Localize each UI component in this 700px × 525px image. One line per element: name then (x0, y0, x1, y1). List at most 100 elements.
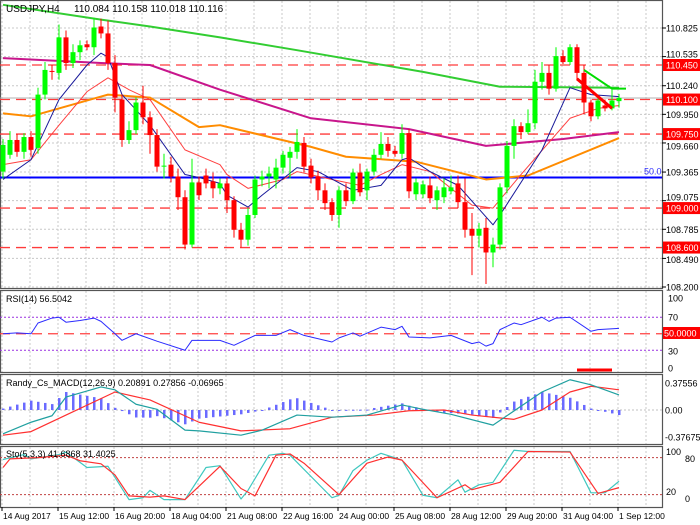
candle-body (182, 197, 188, 245)
candle-body (315, 176, 321, 191)
macd-histogram-bar (478, 410, 481, 416)
candle-body (161, 165, 167, 167)
price-tick-label: 109.950 (666, 110, 699, 120)
level-price-label: 110.100 (666, 95, 698, 105)
axes: 110.825 110.535 110.240 109.950 109.660 109.3… (1, 24, 700, 521)
macd-histogram-bar (548, 393, 551, 410)
macd-histogram-bar (149, 410, 152, 418)
macd-histogram-bar (142, 410, 145, 418)
macd-histogram-bar (527, 396, 530, 410)
candle-body (42, 69, 48, 95)
candle-body (77, 45, 83, 53)
candle-body (448, 187, 454, 192)
price-panel[interactable]: 50.0 (0, 3, 662, 285)
macd-histogram-bar (415, 407, 418, 410)
price-tick-label: 108.200 (666, 283, 699, 293)
macd-panel[interactable]: Randy_Cs_MACD(12,26,9) 0.20891 0.27856 -… (0, 378, 662, 436)
candle-body (168, 164, 174, 177)
candle-body (378, 143, 384, 155)
candle-body (98, 26, 104, 34)
macd-histogram-bar (23, 402, 26, 410)
stochastic-panel[interactable]: Sto(5,3,3) 41.6868 31.4025 (0, 449, 662, 501)
price-tick-label: 109.075 (666, 193, 699, 203)
macd-axis-label: -0.37675 (665, 433, 700, 443)
candle-body (483, 227, 489, 253)
candle-body (322, 190, 328, 204)
candle-body (602, 105, 608, 109)
candle-body (539, 72, 545, 82)
rsi-panel[interactable]: RSI(14) 56.5042 (0, 294, 662, 372)
candle-body (56, 37, 62, 73)
candle-body (364, 171, 370, 191)
macd-histogram-bar (100, 398, 103, 410)
candle-body (581, 72, 587, 103)
macd-histogram-bar (93, 397, 96, 410)
macd-histogram-bar (380, 406, 383, 410)
candle-body (14, 139, 20, 152)
time-axis-label: 1 Sep 12:00 (619, 511, 665, 521)
candle-body (245, 214, 251, 240)
trendline-drawing (583, 69, 626, 90)
time-axis-label: 18 Aug 04:00 (171, 511, 221, 521)
macd-histogram-bar (618, 410, 621, 416)
candle-body (28, 137, 34, 150)
macd-histogram-bar (576, 401, 579, 410)
macd-histogram-bar (296, 398, 299, 410)
level-price-label: 108.600 (666, 243, 699, 253)
macd-histogram-bar (275, 404, 278, 410)
macd-histogram-bar (471, 410, 474, 415)
candle-body (7, 139, 13, 155)
macd-histogram-bar (30, 400, 33, 410)
macd-histogram-bar (65, 392, 68, 410)
level-price-label: 110.450 (666, 61, 698, 71)
macd-histogram-bar (506, 407, 509, 410)
macd-histogram-bar (408, 405, 411, 410)
time-axis-label: 14 Aug 2017 (3, 511, 51, 521)
candle-body (308, 165, 314, 178)
macd-main-line (2, 379, 620, 436)
price-tick-label: 109.365 (666, 168, 699, 178)
macd-histogram-bar (436, 410, 439, 412)
candle-body (518, 126, 524, 133)
candle-body (252, 179, 258, 215)
rsi-label: RSI(14) 56.5042 (6, 294, 72, 304)
macd-histogram-bar (562, 396, 565, 410)
macd-histogram-bar (310, 402, 313, 410)
candle-body (140, 102, 146, 118)
macd-histogram-bar (583, 404, 586, 410)
candle-body (301, 142, 307, 167)
rsi-axis-label: 50.0000 (664, 329, 697, 339)
candle-body (70, 52, 76, 64)
candle-body (49, 70, 55, 72)
macd-histogram-bar (2, 408, 5, 410)
macd-histogram-bar (268, 407, 271, 410)
macd-histogram-bar (226, 410, 229, 416)
macd-signal-line (2, 385, 620, 436)
price-tick-label: 109.660 (666, 142, 699, 152)
macd-histogram-bar (198, 410, 201, 419)
candle-body (357, 172, 363, 193)
moving-average-line (2, 3, 620, 89)
panel-frame (0, 0, 664, 290)
macd-histogram-bar (58, 398, 61, 410)
candle-body (133, 102, 139, 131)
macd-histogram-bar (401, 403, 404, 410)
macd-histogram-bar (457, 410, 460, 414)
macd-histogram-bar (72, 393, 75, 410)
macd-histogram-bar (233, 410, 236, 416)
stoch-axis-label: 100 (666, 447, 681, 457)
level-price-badge (663, 241, 700, 254)
candle-body (511, 126, 517, 146)
time-axis-label: 21 Aug 08:00 (227, 511, 277, 521)
panel-frame (0, 289, 664, 374)
candle-body (574, 47, 580, 73)
candle-body (616, 97, 622, 102)
candle-body (434, 190, 440, 201)
macd-histogram-bar (261, 410, 264, 411)
time-axis-label: 29 Aug 20:00 (507, 511, 557, 521)
candle-body (196, 182, 202, 196)
candle-body (238, 229, 244, 240)
moving-average-line (2, 57, 620, 147)
macd-histogram-bar (590, 408, 593, 410)
